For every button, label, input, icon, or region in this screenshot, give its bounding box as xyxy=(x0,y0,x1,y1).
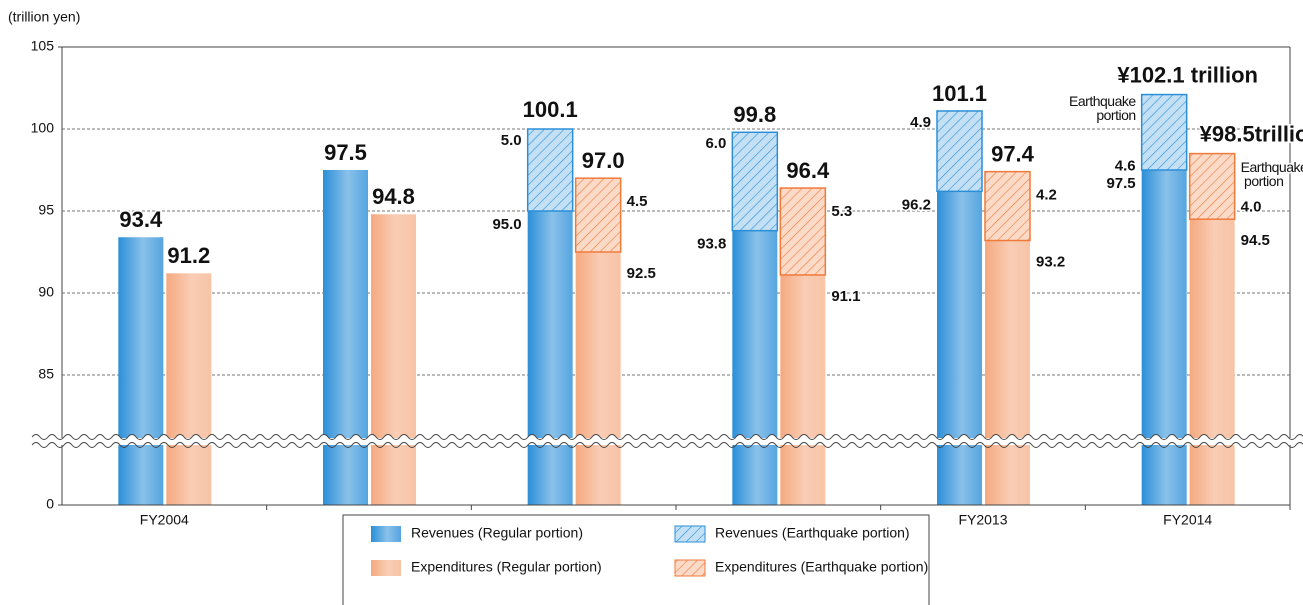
value-label: 97.5 xyxy=(1106,175,1135,192)
value-label: 91.1 xyxy=(831,288,860,305)
x-tick-label: FY2014 xyxy=(1163,512,1212,528)
value-label: 94.5 xyxy=(1241,232,1270,249)
x-tick-label: FY2013 xyxy=(958,512,1007,528)
value-label: 5.3 xyxy=(831,203,852,220)
axis-break-line xyxy=(31,442,1303,448)
total-label: ¥98.5trillion xyxy=(1200,121,1303,146)
y-tick-label: 0 xyxy=(46,496,54,512)
legend-swatch xyxy=(371,560,401,576)
y-tick-label: 85 xyxy=(38,366,54,382)
y-tick-label: 100 xyxy=(31,120,55,136)
bar xyxy=(937,191,982,505)
value-label: 93.8 xyxy=(697,236,726,253)
bar xyxy=(1140,93,1188,171)
bar xyxy=(526,128,574,212)
bar xyxy=(984,170,1031,242)
legend-label: Expenditures (Regular portion) xyxy=(411,559,602,575)
axis-break-band xyxy=(32,438,1303,444)
bar xyxy=(371,214,416,505)
y-tick-label: 90 xyxy=(38,284,54,300)
bar xyxy=(732,230,778,505)
bar xyxy=(1188,152,1236,220)
value-label: 97.5 xyxy=(324,140,367,165)
value-label: 95.0 xyxy=(492,216,521,233)
value-label: 92.5 xyxy=(627,265,656,282)
value-label: 4.0 xyxy=(1241,199,1262,216)
value-label: 4.2 xyxy=(1036,187,1057,204)
value-label: 6.0 xyxy=(705,135,726,152)
value-label: 4.6 xyxy=(1115,158,1136,175)
y-tick-label: 105 xyxy=(31,38,55,54)
value-label: 4.5 xyxy=(627,193,648,210)
bar xyxy=(985,240,1030,505)
bar xyxy=(779,187,827,276)
value-label: 94.8 xyxy=(372,184,415,209)
legend-box xyxy=(342,514,930,605)
annotation: Earthquake portion xyxy=(1241,159,1303,189)
total-label: 96.4 xyxy=(786,158,830,183)
value-label: 96.2 xyxy=(902,196,931,213)
bar xyxy=(527,211,573,505)
total-label: 97.4 xyxy=(991,141,1035,166)
bar xyxy=(118,237,164,506)
bar xyxy=(323,170,368,505)
legend-label: Expenditures (Earthquake portion) xyxy=(715,559,928,575)
bar xyxy=(1189,219,1235,505)
value-label: 5.0 xyxy=(501,132,522,149)
bar xyxy=(780,274,826,505)
value-label: 91.2 xyxy=(167,243,210,268)
annotation: Earthquake portion xyxy=(1069,93,1136,123)
bar xyxy=(1141,170,1187,505)
value-label: 93.4 xyxy=(119,207,163,232)
legend-swatch xyxy=(371,526,401,542)
legend-swatch xyxy=(674,525,706,543)
bar xyxy=(575,252,621,505)
axis-break-line xyxy=(31,434,1303,440)
total-label: 97.0 xyxy=(582,148,625,173)
bar xyxy=(574,177,622,253)
y-tick-label: 95 xyxy=(38,202,54,218)
total-label: 100.1 xyxy=(523,97,578,122)
value-label: 93.2 xyxy=(1036,253,1065,270)
bar xyxy=(166,273,212,505)
total-label: 101.1 xyxy=(932,81,987,106)
legend-label: Revenues (Earthquake portion) xyxy=(715,525,910,541)
bar xyxy=(731,131,779,232)
value-label: 4.9 xyxy=(910,114,931,131)
y-axis-label: (trillion yen) xyxy=(8,9,80,25)
bar xyxy=(936,110,983,193)
legend-label: Revenues (Regular portion) xyxy=(411,525,583,541)
total-label: 99.8 xyxy=(733,102,776,127)
x-tick-label: FY2004 xyxy=(140,512,189,528)
legend-swatch xyxy=(674,559,706,577)
total-label: ¥102.1 trillion xyxy=(1117,62,1258,87)
